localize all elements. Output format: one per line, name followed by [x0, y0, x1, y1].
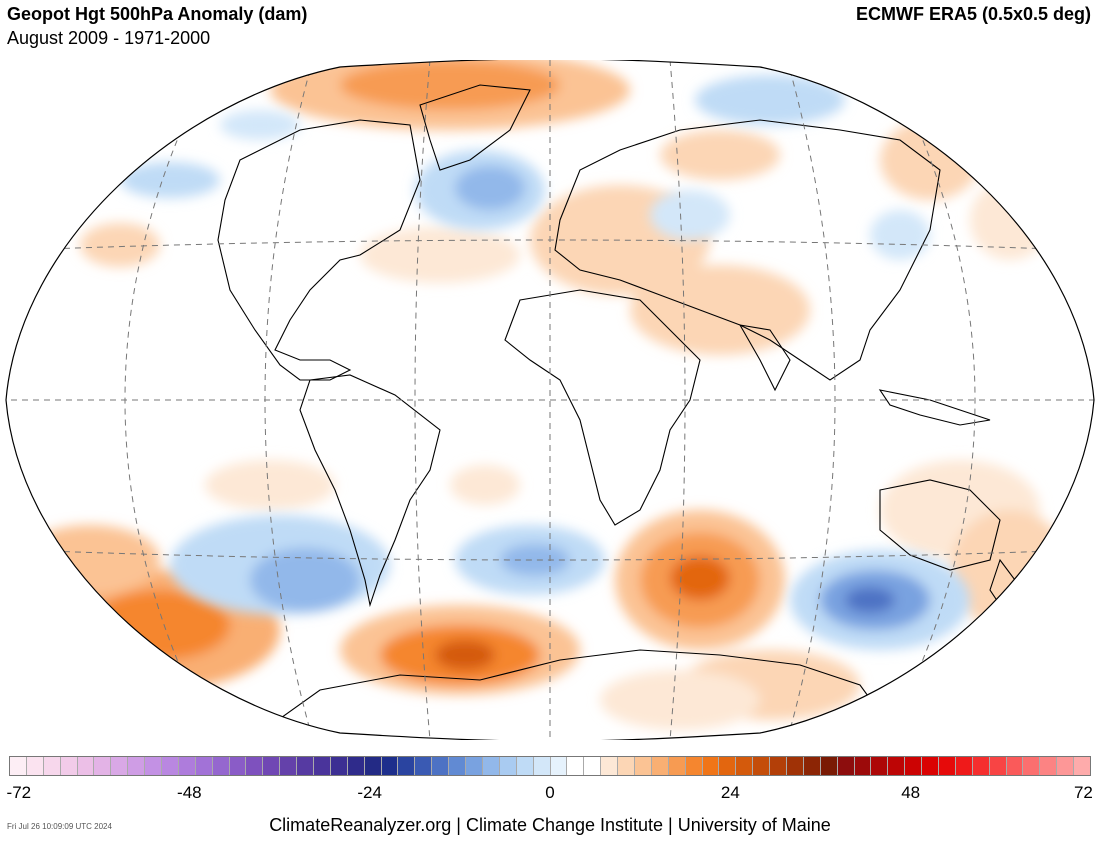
- color-scale-cell: [938, 757, 956, 775]
- color-scale-cell: [601, 757, 619, 775]
- color-scale-cell: [347, 757, 365, 775]
- chart-title: Geopot Hgt 500hPa Anomaly (dam): [7, 4, 308, 24]
- color-scale-cell: [1040, 757, 1058, 775]
- color-scale-cell: [1057, 757, 1075, 775]
- color-scale-cell: [449, 757, 467, 775]
- color-scale-tick-label: -48: [177, 783, 202, 802]
- color-scale-tick-label: 0: [545, 783, 555, 802]
- color-scale-cell: [786, 757, 804, 775]
- color-scale-cell: [482, 757, 500, 775]
- color-scale-cell: [280, 757, 298, 775]
- color-scale-cell: [550, 757, 568, 775]
- color-scale-ticks: -72 -48 -24 0 24 48 72: [6, 783, 1093, 805]
- color-scale-cell: [314, 757, 331, 775]
- color-scale-cell: [668, 757, 686, 775]
- map-panel: [0, 58, 1100, 742]
- color-scale-cell: [854, 757, 872, 775]
- render-timestamp: Fri Jul 26 10:09:09 UTC 2024: [7, 822, 112, 831]
- color-scale-cell: [533, 757, 551, 775]
- color-scale-cell: [297, 757, 315, 775]
- color-scale-cell: [499, 757, 517, 775]
- color-scale-cell: [178, 757, 196, 775]
- color-scale-cell: [1023, 757, 1041, 775]
- color-scale-cell: [263, 757, 281, 775]
- color-scale-cell: [60, 757, 78, 775]
- color-scale-cell: [770, 757, 787, 775]
- color-scale-cell: [10, 757, 27, 775]
- color-scale-cell: [26, 757, 44, 775]
- color-scale-cell: [195, 757, 213, 775]
- color-scale-cell: [415, 757, 433, 775]
- color-scale-cell: [702, 757, 720, 775]
- color-scale-cell: [364, 757, 382, 775]
- color-scale-cell: [432, 757, 450, 775]
- color-scale-cell: [1074, 757, 1090, 775]
- color-scale-tick-label: -72: [6, 783, 32, 802]
- color-scale-cell: [330, 757, 348, 775]
- color-scale-cell: [466, 757, 483, 775]
- color-scale-cell: [246, 757, 264, 775]
- color-scale-cell: [618, 757, 635, 775]
- color-scale-cell: [955, 757, 973, 775]
- color-scale-cell: [736, 757, 754, 775]
- anomaly-field: [6, 58, 1094, 741]
- color-scale-cell: [584, 757, 602, 775]
- color-scale-cell: [685, 757, 703, 775]
- color-scale-cell: [229, 757, 247, 775]
- color-scale-tick-label: -24: [357, 783, 382, 802]
- data-source-label: ECMWF ERA5 (0.5x0.5 deg): [855, 4, 1091, 24]
- color-scale-cell: [77, 757, 95, 775]
- color-scale-cell: [516, 757, 534, 775]
- color-scale-cell: [753, 757, 771, 775]
- color-scale-bar: [9, 756, 1091, 776]
- color-scale-cell: [803, 757, 821, 775]
- color-scale-cell: [634, 757, 652, 775]
- color-scale-tick-label: 72: [1073, 783, 1093, 802]
- color-scale-cell: [111, 757, 129, 775]
- color-scale-cell: [94, 757, 112, 775]
- color-scale-cell: [651, 757, 669, 775]
- color-scale-cell: [888, 757, 906, 775]
- color-scale-cell: [162, 757, 179, 775]
- color-scale-cell: [381, 757, 399, 775]
- color-scale-cell: [1006, 757, 1024, 775]
- chart-subtitle: August 2009 - 1971-2000: [7, 28, 211, 48]
- color-scale-cell: [43, 757, 61, 775]
- color-scale-tick-label: 24: [720, 783, 740, 802]
- color-scale-cell: [567, 757, 585, 775]
- color-scale-cell: [922, 757, 939, 775]
- color-scale-cell: [212, 757, 230, 775]
- coastlines: [217, 84, 1016, 741]
- color-scale-cell: [145, 757, 163, 775]
- color-scale-cell: [128, 757, 146, 775]
- globe-outline: [5, 58, 1095, 742]
- credit-line: ClimateReanalyzer.org | Climate Change I…: [269, 815, 831, 835]
- color-scale-cell: [398, 757, 416, 775]
- color-scale-cell: [837, 757, 855, 775]
- color-scale-cell: [972, 757, 990, 775]
- color-scale-cell: [719, 757, 737, 775]
- color-scale-cell: [871, 757, 889, 775]
- color-scale-tick-label: 48: [901, 783, 921, 802]
- graticule: [6, 59, 1094, 741]
- color-scale-cell: [989, 757, 1007, 775]
- color-scale-cell: [905, 757, 923, 775]
- color-scale-cell: [820, 757, 838, 775]
- world-map: [5, 58, 1095, 742]
